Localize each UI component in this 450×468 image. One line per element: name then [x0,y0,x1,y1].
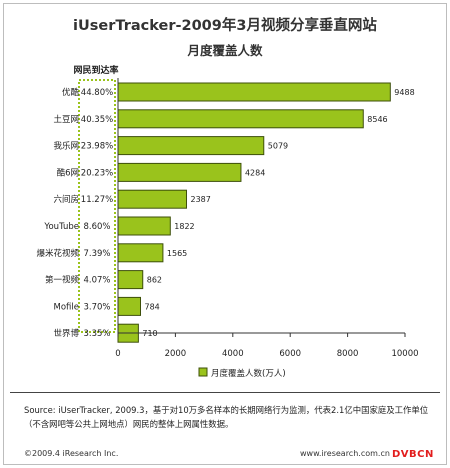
bar-value-label: 710 [142,329,157,338]
chart-frame [3,3,447,465]
legend-swatch [198,367,208,377]
rate-label: 40.35% [81,115,113,125]
rate-label: 44.80% [81,88,113,98]
bar-value-label: 4284 [245,168,265,177]
rate-label: 3.70% [83,302,110,312]
x-tick-label: 10000 [391,349,418,359]
rate-column-box [78,79,116,333]
rate-label: 8.60% [83,222,110,232]
rate-label: 7.39% [83,249,110,259]
category-label: 土豆网 [53,114,79,125]
category-label: 爆米花视频 [36,248,79,259]
bar-value-label: 1565 [167,249,187,258]
bar-value-label: 862 [147,276,162,285]
bar-2 [117,136,265,156]
rate-label: 20.23% [81,168,113,178]
rate-label: 23.98% [81,142,113,152]
bar-5 [117,216,171,236]
bar-value-label: 9488 [394,88,414,97]
bar-4 [117,189,188,209]
source-note: Source: iUserTracker, 2009.3，基于对10万多名样本的… [24,405,429,429]
rate-label: 11.27% [81,195,113,205]
rate-label: 3.35% [83,329,110,339]
x-tick-label: 4000 [222,349,244,359]
category-label: YouTube [43,222,79,232]
bar-3 [117,162,242,182]
category-label: 六间房 [53,194,79,205]
rate-label: 4.07% [83,276,110,286]
bar-value-label: 5079 [268,142,288,151]
bar-value-label: 784 [145,302,160,311]
bar-6 [117,243,164,263]
bar-0 [117,82,391,102]
bar-8 [117,296,142,316]
separator-line [10,392,440,393]
copyright: ©2009.4 iResearch Inc. [24,449,119,458]
x-tick-label: 6000 [279,349,301,359]
bar-value-label: 2387 [191,195,211,204]
x-tick-label: 0 [115,349,120,359]
category-label: 优酷 [62,87,80,98]
category-label: 我乐网 [53,141,79,152]
watermark-logo: DVBCN [392,449,434,460]
bar-value-label: 1822 [174,222,194,231]
bar-value-label: 8546 [367,115,387,124]
website-url: www.iresearch.com.cn [300,449,390,458]
bar-1 [117,109,364,129]
category-label: 酷6网 [57,167,79,178]
category-label: 第一视频 [45,275,80,286]
x-tick-label: 2000 [165,349,187,359]
legend-label: 月度覆盖人数(万人) [211,368,286,379]
category-label: Mofile [54,302,79,312]
chart-subtitle: 月度覆盖人数 [187,43,263,58]
bar-7 [117,270,144,290]
category-label: 世界博 [53,328,79,339]
x-tick-label: 8000 [337,349,359,359]
chart-title: iUserTracker-2009年3月视频分享垂直网站 [73,18,377,34]
rate-column-header: 网民到达率 [73,64,118,76]
